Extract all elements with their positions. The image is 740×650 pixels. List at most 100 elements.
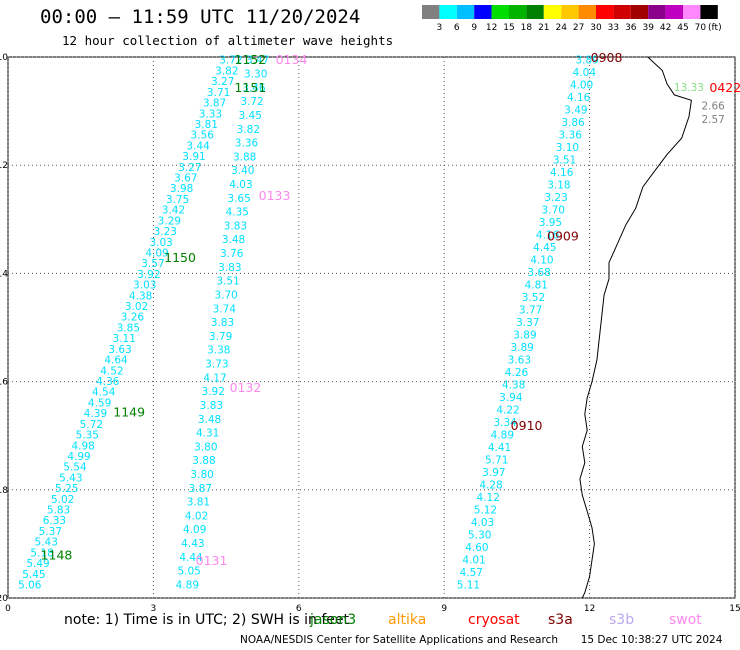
wave-height-value: 5.49 [26,558,49,570]
x-tick-label: 15 [729,604,740,614]
pass-time-label: 1151 [234,80,266,95]
wave-height-value: 3.48 [222,234,245,246]
wave-height-value: 3.89 [575,55,598,67]
wave-height-value: 5.54 [63,462,87,474]
wave-height-value: 3.10 [556,142,579,154]
wave-height-value: 3.63 [108,344,131,356]
satellite-legend-swot: swot [669,612,702,628]
wave-height-value: 3.89 [513,330,536,342]
colorbar-swatch [596,5,614,19]
wave-height-value: 5.12 [474,505,497,517]
wave-height-value: 3.63 [508,355,531,367]
wave-height-value: 3.75 [166,194,189,206]
colorbar-swatch [509,5,527,19]
wave-height-value: 4.41 [488,442,511,454]
map-plot-area: 036912151012141618203.723.823.273.713.87… [0,50,740,614]
colorbar-label: 12 [486,23,497,33]
wave-height-value: 3.92 [202,386,225,398]
wave-height-value: 3.67 [174,173,197,185]
colorbar-label: 36 [625,23,637,33]
wave-height-value: 4.31 [196,428,219,440]
wave-height-value: 4.35 [226,207,249,219]
wave-height-value: 4.43 [181,538,204,550]
x-tick-label: 9 [441,604,447,614]
wave-height-value: 5.02 [51,494,74,506]
wave-height-value: 3.47 [246,55,269,67]
colorbar-label: 18 [521,23,533,33]
wave-height-value: 3.80 [190,469,213,481]
wave-height-value: 4.60 [465,542,488,554]
wave-height-value: 4.89 [491,430,514,442]
satellite-legend-s3b: s3b [609,612,635,628]
wave-height-value: 3.46 [242,82,266,94]
wave-height-value: 3.27 [211,76,234,88]
wave-height-value: 4.26 [505,367,529,379]
wave-height-value: 3.82 [215,65,238,77]
wave-height-value: 4.09 [145,247,168,259]
wave-height-value: 3.29 [158,215,181,227]
wave-height-value: 4.09 [183,524,206,536]
colorbar-swatch [578,5,596,19]
wave-height-value: 3.81 [195,119,218,131]
colorbar-swatch [422,5,440,19]
wave-height-value: 5.06 [18,579,42,591]
wave-height-value: 4.39 [84,408,107,420]
wave-height-value: 3.97 [482,467,505,479]
wave-height-value: 5.35 [76,430,99,442]
colorbar-label: 30 [590,23,602,33]
y-tick-label: 16 [0,378,8,388]
wave-height-value: 3.80 [194,441,217,453]
wave-height-value: 5.18 [30,547,53,559]
wave-height-value: 3.03 [133,280,156,292]
wave-height-value: 4.00 [570,80,593,92]
wave-height-value: 5.30 [468,529,491,541]
wave-height-value: 3.85 [117,322,140,334]
wave-height-value: 5.05 [177,566,200,578]
wave-height-value: 3.68 [527,267,550,279]
pass-time-label: 0132 [230,380,262,395]
wave-height-value: 4.54 [92,387,116,399]
x-tick-label: 12 [584,604,595,614]
wave-height-value: 3.44 [186,140,210,152]
map-frame [7,56,736,599]
colorbar-swatch [526,5,544,19]
wave-height-value: 4.03 [471,517,494,529]
wave-height-value: 6.33 [43,515,66,527]
pass-time-label: 0133 [259,188,291,203]
wave-height-value: 4.01 [462,554,485,566]
wave-height-value: 3.65 [227,193,250,205]
y-tick-label: 12 [0,161,8,171]
note-text: note: 1) Time is in UTC; 2) SWH is in fe… [64,612,350,628]
pass-time-label: 1152 [234,52,266,67]
colorbar-label: 21 [538,23,549,33]
wave-height-value: 3.49 [564,105,587,117]
satellite-legend-cryosat: cryosat [468,612,520,628]
wave-height-value: 3.34 [493,417,517,429]
wave-height-value: 5.83 [47,505,70,517]
wave-height-value: 4.02 [185,510,208,522]
x-tick-label: 6 [296,604,302,614]
wave-height-value: 4.36 [96,376,120,388]
wave-height-value: 4.89 [176,579,199,591]
colorbar-swatch [561,5,579,19]
wave-height-value: 3.73 [205,359,228,371]
colorbar-swatch [439,5,457,19]
wave-height-value: 3.03 [149,237,172,249]
wave-height-value: 3.83 [211,317,234,329]
colorbar-swatch [456,5,475,19]
colorbar-swatch [648,5,666,19]
wave-height-value: 13.33 [674,82,704,94]
colorbar-unit: (ft) [708,23,722,33]
wave-height-value: 3.89 [510,342,533,354]
x-tick-label: 0 [5,604,11,614]
wave-height-value: 3.38 [207,345,230,357]
wave-height-value: 4.44 [179,552,203,564]
pass-time-label: 0422 [709,80,740,95]
y-tick-label: 10 [0,53,8,63]
colorbar-label: 33 [608,23,619,33]
wave-height-value: 4.38 [502,380,525,392]
wave-height-value: 5.43 [35,537,58,549]
wave-height-value: 3.02 [125,301,148,313]
wave-height-value: 2.57 [701,114,724,126]
